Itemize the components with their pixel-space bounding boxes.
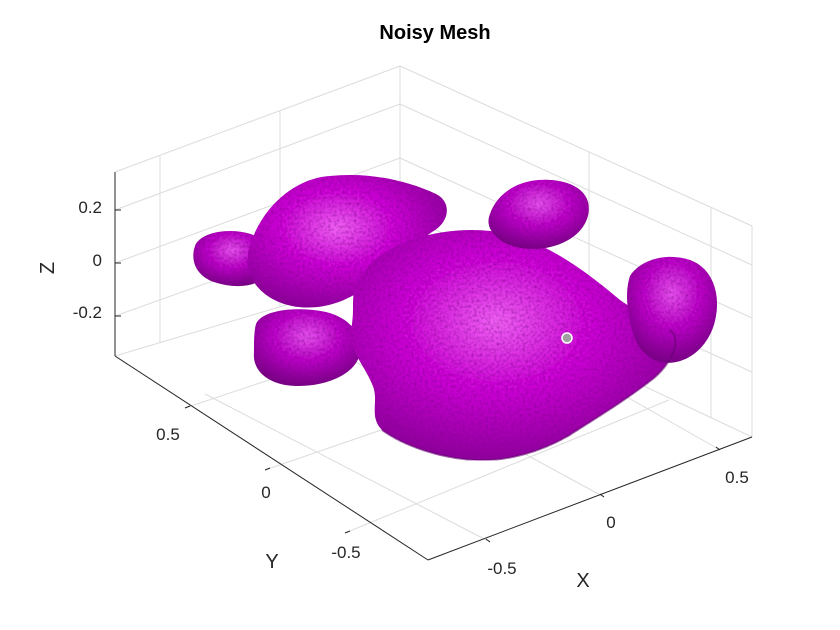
y-tick-label: 0.5 bbox=[156, 425, 180, 444]
z-tick-label: -0.2 bbox=[73, 303, 102, 322]
mesh-body bbox=[350, 230, 676, 461]
y-axis-label: Y bbox=[265, 551, 278, 573]
x-tick-label: 0 bbox=[606, 513, 615, 532]
y-tick-label: 0 bbox=[261, 483, 270, 502]
x-tick-label: -0.5 bbox=[487, 559, 516, 578]
noisy-mesh-surface bbox=[193, 174, 717, 462]
mesh-ear-back bbox=[627, 256, 717, 363]
mesh-shadow-edge bbox=[381, 329, 677, 462]
x-axis-label: X bbox=[576, 570, 589, 592]
mesh-back bbox=[247, 174, 447, 308]
z-tick-label: 0.2 bbox=[78, 198, 102, 217]
y-tick-label: -0.5 bbox=[331, 543, 360, 562]
mesh-ear-front bbox=[488, 179, 589, 249]
axes-lines bbox=[114, 172, 753, 561]
data-point-marker[interactable] bbox=[561, 332, 573, 344]
z-axis-label: Z bbox=[37, 262, 59, 274]
chart-title: Noisy Mesh bbox=[379, 22, 490, 44]
mesh-front-leg bbox=[253, 309, 361, 386]
x-tick-label: 0.5 bbox=[725, 468, 749, 487]
z-tick-label: 0 bbox=[93, 251, 102, 270]
